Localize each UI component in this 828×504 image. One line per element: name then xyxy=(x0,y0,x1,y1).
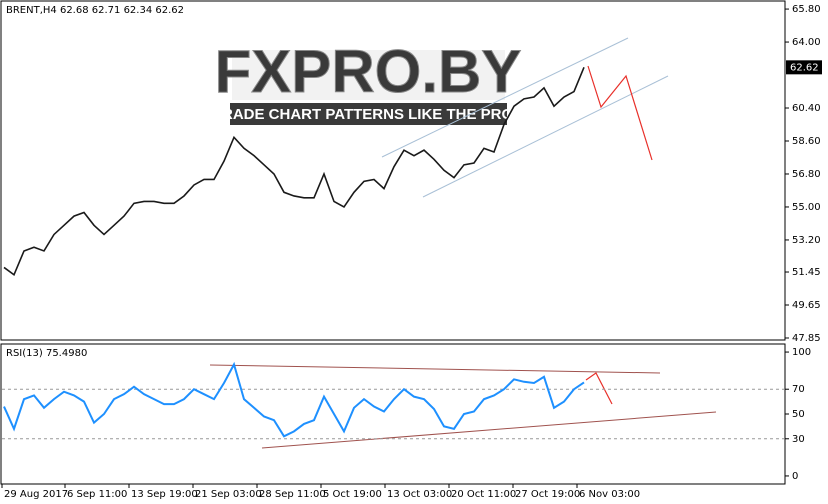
watermark: FXPRO.BY TRADE CHART PATTERNS LIKE THE P… xyxy=(213,37,523,125)
y-tick-label: 58.60 xyxy=(792,136,821,147)
x-tick-label: 6 Sep 11:00 xyxy=(67,489,127,500)
channel-line xyxy=(422,75,669,198)
x-tick-label: 20 Oct 11:00 xyxy=(451,489,516,500)
y-tick-label: 51.45 xyxy=(792,267,821,278)
y-tick-label: 47.85 xyxy=(792,333,821,344)
forecast-arrow xyxy=(585,372,613,405)
x-tick-label: 5 Oct 19:00 xyxy=(323,489,382,500)
last-price-box xyxy=(786,60,822,75)
y-tick-label: 0 xyxy=(792,471,798,482)
y-tick-label: 100 xyxy=(792,347,811,358)
rsi-trend xyxy=(261,411,717,449)
watermark-bg xyxy=(232,50,505,100)
forecast-arrow xyxy=(587,65,653,161)
last-price-label: 62.62 xyxy=(790,62,819,73)
y-tick-label: 56.80 xyxy=(792,169,821,180)
y-tick-label: 49.65 xyxy=(792,300,821,311)
y-tick-label: 30 xyxy=(792,434,805,445)
rsi-trend xyxy=(209,364,661,374)
y-tick-label: 53.20 xyxy=(792,235,821,246)
rsi-title: RSI(13) 75.4980 xyxy=(6,348,87,359)
y-tick-label: 55.00 xyxy=(792,202,821,213)
y-tick-label: 65.80 xyxy=(792,4,821,15)
x-tick-label: 29 Aug 2017 xyxy=(4,489,68,500)
watermark-subtitle: TRADE CHART PATTERNS LIKE THE PROS xyxy=(213,106,523,123)
x-tick-label: 21 Sep 03:00 xyxy=(195,489,262,500)
x-tick-label: 13 Sep 19:00 xyxy=(131,489,198,500)
x-tick-label: 27 Oct 19:00 xyxy=(515,489,580,500)
chart-title: BRENT,H4 62.68 62.71 62.34 62.62 xyxy=(6,5,184,16)
watermark-text: FXPRO.BY xyxy=(215,38,522,105)
data-line xyxy=(3,361,585,438)
x-tick-label: 6 Nov 03:00 xyxy=(579,489,640,500)
watermark-band xyxy=(230,103,507,125)
rsi-panel xyxy=(0,343,786,485)
y-tick-label: 60.40 xyxy=(792,103,821,114)
channel-line xyxy=(381,37,629,158)
y-tick-label: 70 xyxy=(792,384,805,395)
data-line xyxy=(3,67,585,277)
y-tick-label: 64.00 xyxy=(792,37,821,48)
x-tick-label: 28 Sep 11:00 xyxy=(259,489,326,500)
price-panel xyxy=(0,0,786,341)
x-tick-label: 13 Oct 03:00 xyxy=(387,489,452,500)
annotations xyxy=(209,37,717,449)
y-tick-label: 50 xyxy=(792,409,805,420)
